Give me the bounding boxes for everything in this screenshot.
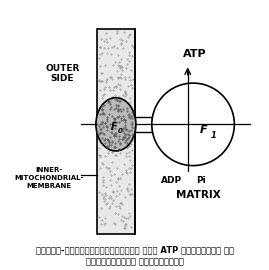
Bar bbox=[97, 29, 134, 234]
Text: 0: 0 bbox=[118, 128, 123, 134]
Text: OUTER
SIDE: OUTER SIDE bbox=[45, 64, 80, 83]
Circle shape bbox=[152, 83, 234, 166]
Text: F: F bbox=[110, 122, 117, 132]
Text: Pi: Pi bbox=[196, 176, 206, 185]
Text: चित्रात्मक प्रदर्शन।: चित्रात्मक प्रदर्शन। bbox=[86, 257, 183, 266]
Text: INNER-
MITOCHONDRIAL-
MEMBRANE: INNER- MITOCHONDRIAL- MEMBRANE bbox=[15, 167, 84, 189]
Text: MATRIX: MATRIX bbox=[176, 190, 221, 200]
Text: 1: 1 bbox=[210, 131, 216, 140]
Text: ATP: ATP bbox=[183, 49, 206, 59]
Text: चित्र-माइटोकॉन्ड्रिया में ATP संश्लेषण का: चित्र-माइटोकॉन्ड्रिया में ATP संश्लेषण क… bbox=[36, 245, 233, 254]
Bar bbox=[134, 117, 152, 132]
Bar bbox=[120, 116, 134, 132]
Text: F: F bbox=[200, 125, 207, 135]
Ellipse shape bbox=[96, 98, 136, 151]
Text: ADP: ADP bbox=[161, 176, 182, 185]
